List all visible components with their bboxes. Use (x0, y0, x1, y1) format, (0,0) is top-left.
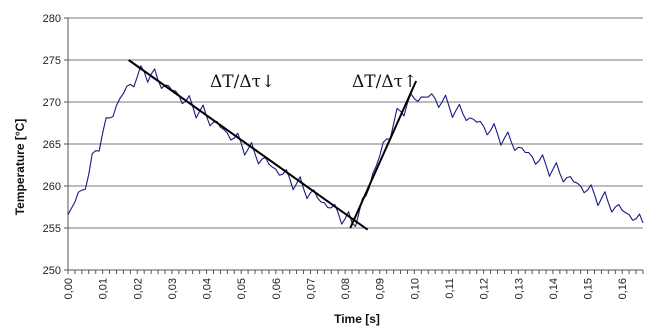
series-line (67, 65, 644, 227)
x-tick-label: 0,07 (305, 278, 317, 299)
trend-annotation: ΔT/Δτ↑ (352, 72, 417, 92)
y-tick-label: 270 (43, 97, 61, 109)
y-tick-label: 255 (43, 223, 61, 235)
x-tick-label: 0,14 (548, 278, 560, 299)
y-tick-label: 280 (43, 13, 61, 25)
y-tick-labels: 250 255 260 265 270 275 280 (43, 13, 68, 277)
x-tick-labels: 0,00 0,01 0,02 0,03 0,04 0,05 0,06 0,07 0,08 0,09… (63, 270, 644, 299)
x-tick-label: 0,09 (375, 278, 387, 299)
x-tick-label: 0,11 (444, 278, 456, 299)
y-tick-label: 265 (43, 139, 61, 151)
y-tick-label: 250 (43, 265, 61, 277)
x-tick-label: 0,03 (167, 278, 179, 299)
trend-line (349, 80, 418, 229)
x-tick-label: 0,04 (202, 278, 214, 299)
x-tick-label: 0,02 (132, 278, 144, 299)
x-tick-label: 0,01 (98, 278, 110, 299)
x-tick-label: 0,15 (583, 278, 595, 299)
x-tick-label: 0,06 (271, 278, 283, 299)
trend-lines: ΔT/Δτ↓ ΔT/Δτ↑ (128, 59, 418, 231)
grid-lines (68, 17, 643, 229)
x-tick-label: 0,00 (63, 278, 75, 299)
x-tick-label: 0,16 (617, 278, 629, 299)
trend-line (128, 59, 369, 231)
x-tick-label: 0,05 (236, 278, 248, 299)
x-tick-label: 0,10 (409, 278, 421, 299)
y-tick-label: 260 (43, 181, 61, 193)
series-group (67, 65, 644, 227)
y-axis-title: Temperature [°C] (13, 119, 27, 216)
x-tick-label: 0,08 (340, 278, 352, 299)
trend-annotation: ΔT/Δτ↓ (210, 72, 275, 92)
y-tick-label: 275 (43, 55, 61, 67)
x-axis-title: Time [s] (334, 312, 380, 326)
x-tick-label: 0,12 (479, 278, 491, 299)
x-tick-label: 0,13 (513, 278, 525, 299)
